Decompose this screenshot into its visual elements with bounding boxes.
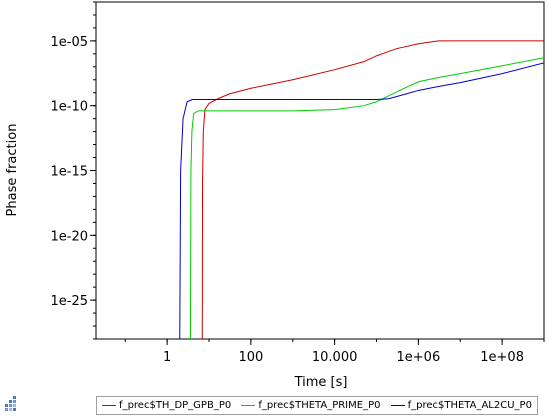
grid-dots-icon[interactable] <box>4 395 22 413</box>
x-tick-label: 100 <box>238 350 263 365</box>
series-layer <box>179 40 544 339</box>
y-tick-label: 1e-25 <box>50 294 88 309</box>
line-chart: 1 100 10.000 1e+06 1e+08 1e-25 1e-20 1e-15 1e-1… <box>5 1 545 390</box>
legend-swatch <box>102 405 117 406</box>
x-axis-label: Time [s] <box>294 375 348 390</box>
x-tick-label: 1 <box>163 350 171 365</box>
legend: f_prec$TH_DP_GPB_P0 f_prec$THETA_PRIME_P0… <box>96 396 538 415</box>
series-line-2 <box>189 57 544 339</box>
legend-label: f_prec$TH_DP_GPB_P0 <box>119 400 232 411</box>
legend-swatch <box>390 405 405 406</box>
x-axis: 1 100 10.000 1e+06 1e+08 <box>124 339 545 365</box>
legend-entry: f_prec$TH_DP_GPB_P0 <box>102 400 231 411</box>
plot-frame <box>95 1 545 340</box>
y-axis-label: Phase fraction <box>5 124 20 217</box>
x-tick-label: 1e+06 <box>397 350 441 365</box>
y-tick-label: 1e-15 <box>50 165 88 180</box>
y-tick-label: 1e-05 <box>50 35 88 50</box>
legend-entry: f_prec$THETA_AL2CU_P0 <box>390 400 532 411</box>
y-axis: 1e-25 1e-20 1e-15 1e-10 1e-05 <box>50 1 96 340</box>
legend-label: f_prec$THETA_PRIME_P0 <box>258 400 381 411</box>
legend-label: f_prec$THETA_AL2CU_P0 <box>407 400 532 411</box>
series-line-1 <box>201 40 544 339</box>
y-tick-label: 1e-20 <box>50 229 88 244</box>
series-line-3 <box>179 62 544 339</box>
x-tick-label: 1e+08 <box>480 350 524 365</box>
legend-swatch <box>241 405 256 406</box>
legend-entry: f_prec$THETA_PRIME_P0 <box>241 400 380 411</box>
y-tick-label: 1e-10 <box>50 100 88 115</box>
plot-area-border <box>95 1 545 340</box>
x-tick-label: 10.000 <box>312 350 358 365</box>
